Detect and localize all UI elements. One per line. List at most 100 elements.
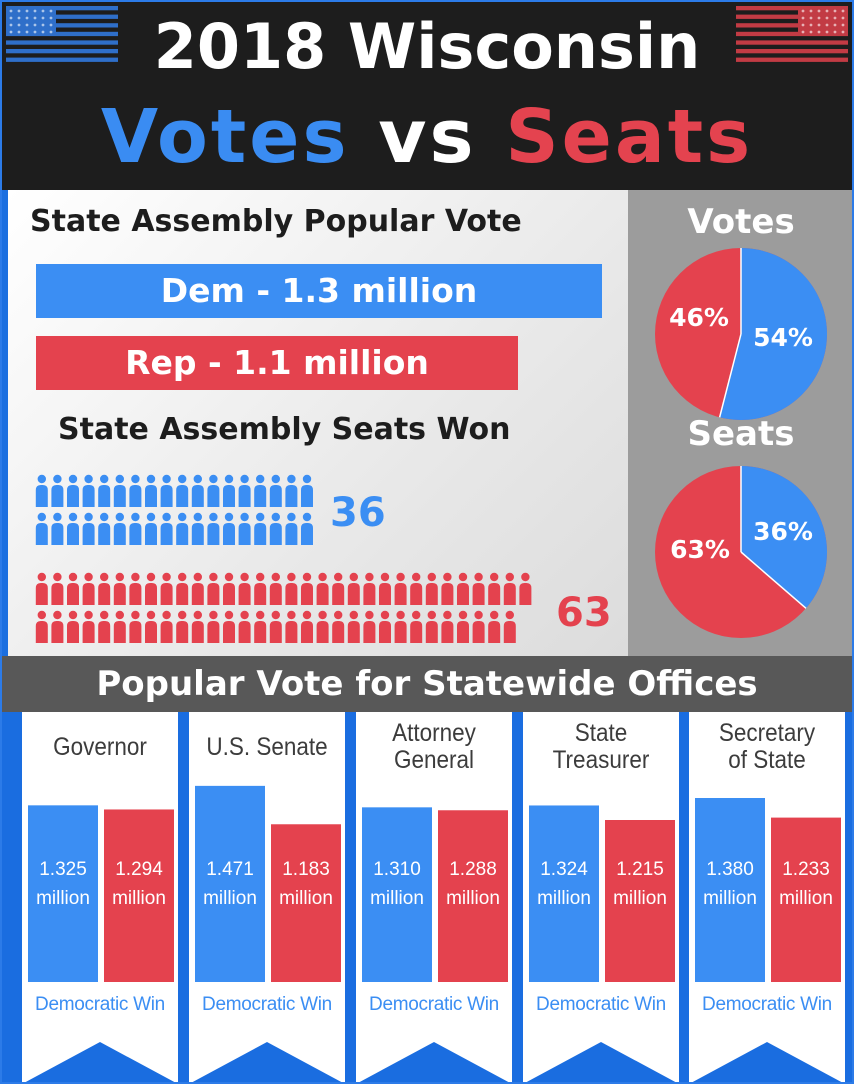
us-flag-left-icon <box>6 6 118 62</box>
flag-star <box>809 16 813 20</box>
rep-office-bar <box>104 809 174 982</box>
flag-star <box>25 16 29 20</box>
office-ribbon <box>22 712 178 1084</box>
seat-person-icon <box>35 474 48 507</box>
dem-seat-row <box>35 474 313 507</box>
title-line-1: 2018 Wisconsin <box>153 10 701 83</box>
dem-bar-label: 1.310 million <box>362 855 432 913</box>
seat-person-icon <box>238 512 251 545</box>
seat-person-icon <box>332 610 345 643</box>
seat-person-icon <box>363 610 376 643</box>
bar-label-line: 1.288 <box>449 859 497 880</box>
dem-seat-count: 36 <box>330 490 386 536</box>
seat-person-icon <box>207 512 220 545</box>
seat-person-icon <box>66 610 79 643</box>
seat-person-icon <box>222 474 235 507</box>
seat-person-icon <box>98 512 111 545</box>
flag-star <box>817 9 821 13</box>
flag-canton <box>6 6 56 36</box>
flag-star <box>49 9 53 13</box>
seat-person-icon <box>254 512 267 545</box>
seat-person-icon <box>160 610 173 643</box>
title-line-2: Votes vs Seats <box>0 92 854 182</box>
seat-person-icon <box>66 512 79 545</box>
flag-star <box>41 30 45 34</box>
seat-person-icon <box>269 474 282 507</box>
seat-person-icon <box>347 610 360 643</box>
seat-person-icon <box>66 474 79 507</box>
seat-person-icon <box>441 610 454 643</box>
seat-person-icon <box>51 610 64 643</box>
seat-person-icon <box>238 474 251 507</box>
flag-star <box>817 30 821 34</box>
seat-person-icon <box>35 610 48 643</box>
seat-person-icon <box>222 572 235 605</box>
flag-star <box>833 30 837 34</box>
seat-person-icon <box>51 512 64 545</box>
flag-star <box>833 9 837 13</box>
seat-person-icon <box>456 610 469 643</box>
office-name-line: Attorney <box>392 719 476 747</box>
flag-star <box>25 9 29 13</box>
seat-person-icon <box>160 512 173 545</box>
seat-person-icon <box>316 572 329 605</box>
seat-person-icon <box>129 610 142 643</box>
seat-person-icon <box>285 512 298 545</box>
office-column: U.S. Senate 1.471 million 1.183 million Democ… <box>189 712 345 1084</box>
rep-bar-label: 1.294 million <box>104 855 174 913</box>
seat-person-icon <box>176 512 189 545</box>
flag-star <box>825 30 829 34</box>
rep-office-bar <box>771 817 841 982</box>
seat-person-icon <box>144 474 157 507</box>
flag-stripe <box>6 6 118 11</box>
seat-person-icon <box>129 474 142 507</box>
seats-won-title: State Assembly Seats Won <box>58 412 511 447</box>
seat-person-icon <box>51 572 64 605</box>
bar-label-line: 1.294 <box>115 859 163 880</box>
rep-seat-row <box>35 610 516 643</box>
flag-stripe <box>736 49 848 54</box>
bar-label-line: million <box>203 888 257 909</box>
seat-person-icon <box>472 572 485 605</box>
seat-person-icon <box>191 572 204 605</box>
flag-star <box>17 16 21 20</box>
seats-pie-title: Seats <box>687 414 795 454</box>
seat-person-icon <box>113 512 126 545</box>
flag-stripe <box>6 31 118 37</box>
flag-stripe <box>6 40 118 45</box>
office-name-line: State <box>574 719 628 747</box>
seat-person-icon <box>176 610 189 643</box>
flag-star <box>9 16 13 20</box>
result-label: Democratic Win <box>536 994 666 1015</box>
title-votes: Votes <box>100 94 350 180</box>
bar-label-line: 1.215 <box>616 859 664 880</box>
flag-stripe <box>736 23 848 28</box>
flag-star <box>49 30 53 34</box>
seat-person-icon <box>160 474 173 507</box>
bar-label-line: 1.183 <box>282 859 330 880</box>
office-ribbon <box>689 712 845 1084</box>
seat-person-icon <box>238 572 251 605</box>
seat-person-icon <box>207 474 220 507</box>
bar-label-line: 1.233 <box>782 859 830 880</box>
pie-label-dem: 36% <box>753 517 813 546</box>
seat-person-icon <box>238 610 251 643</box>
seat-person-icon <box>222 512 235 545</box>
flag-star <box>41 23 45 27</box>
flag-star <box>801 16 805 20</box>
rep-bar-label: 1.233 million <box>771 855 841 913</box>
seat-person-icon <box>519 572 532 605</box>
flag-star <box>49 23 53 27</box>
office-column: Governor 1.325 million 1.294 million Democrat… <box>22 712 178 1084</box>
office-name: U.S. Senate <box>197 734 337 761</box>
seat-person-icon <box>144 572 157 605</box>
seat-person-icon <box>394 572 407 605</box>
office-name-line: Secretary <box>718 719 816 747</box>
flag-stripe <box>6 14 118 19</box>
ribbon-shape <box>523 712 679 1084</box>
seat-person-icon <box>222 610 235 643</box>
result-label: Democratic Win <box>35 994 165 1015</box>
seat-person-icon <box>144 512 157 545</box>
seat-person-icon <box>488 610 501 643</box>
